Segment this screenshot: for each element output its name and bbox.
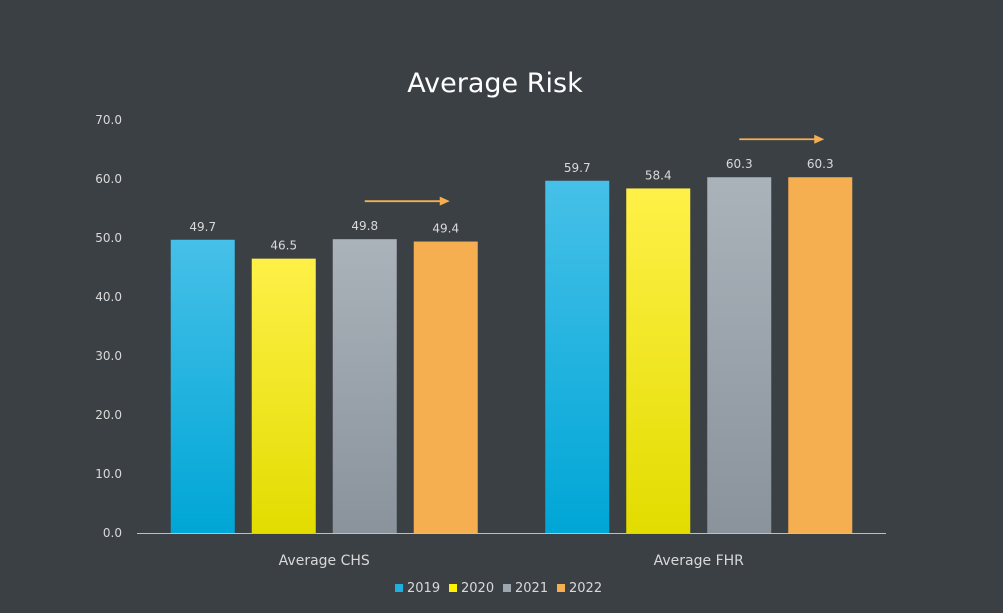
y-tick-label: 30.0 [95, 349, 122, 363]
bar-2020-1 [626, 188, 691, 533]
data-label: 58.4 [645, 168, 672, 182]
y-tick-label: 60.0 [95, 172, 122, 186]
bar-2019-0 [170, 239, 235, 533]
bar-2020-0 [251, 258, 316, 533]
legend-label: 2021 [515, 581, 548, 596]
y-tick-label: 50.0 [95, 231, 122, 245]
bar-2021-0 [332, 239, 397, 533]
legend-swatch [395, 584, 403, 592]
data-labels: 49.7 46.5 49.8 49.4 59.7 58.4 60.3 60.3 [189, 157, 833, 252]
y-axis: 0.0 10.0 20.0 30.0 40.0 50.0 60.0 70.0 [95, 113, 122, 540]
data-label: 60.3 [807, 157, 834, 171]
data-label: 59.7 [564, 161, 591, 175]
legend-swatch [557, 584, 565, 592]
bar-2019-1 [545, 180, 610, 533]
legend-item: 2019 [395, 581, 440, 596]
legend-item: 2020 [449, 581, 494, 596]
bar-2022-0 [413, 241, 478, 534]
data-label: 60.3 [726, 157, 753, 171]
y-tick-label: 20.0 [95, 408, 122, 422]
data-label: 49.4 [432, 222, 459, 236]
data-label: 49.7 [189, 220, 216, 234]
bar-2021-1 [707, 177, 772, 534]
trend-arrow [739, 134, 825, 144]
bars [170, 177, 853, 534]
trend-arrows [364, 134, 825, 206]
data-label: 46.5 [270, 239, 297, 253]
y-tick-label: 40.0 [95, 290, 122, 304]
x-category-label: Average FHR [654, 553, 745, 569]
y-tick-label: 0.0 [103, 526, 122, 540]
legend: 2019 2020 2021 2022 [395, 581, 602, 596]
legend-label: 2022 [569, 581, 602, 596]
y-tick-label: 70.0 [95, 113, 122, 127]
bar-2022-1 [788, 177, 853, 534]
x-axis: Average CHS Average FHR [137, 533, 886, 569]
y-tick-label: 10.0 [95, 467, 122, 481]
x-category-label: Average CHS [279, 553, 370, 569]
legend-item: 2022 [557, 581, 602, 596]
legend-label: 2019 [407, 581, 440, 596]
trend-arrow [364, 196, 450, 206]
legend-swatch [503, 584, 511, 592]
legend-label: 2020 [461, 581, 494, 596]
data-label: 49.8 [351, 219, 378, 233]
legend-item: 2021 [503, 581, 548, 596]
chart-title: Average Risk [407, 68, 583, 99]
legend-swatch [449, 584, 457, 592]
